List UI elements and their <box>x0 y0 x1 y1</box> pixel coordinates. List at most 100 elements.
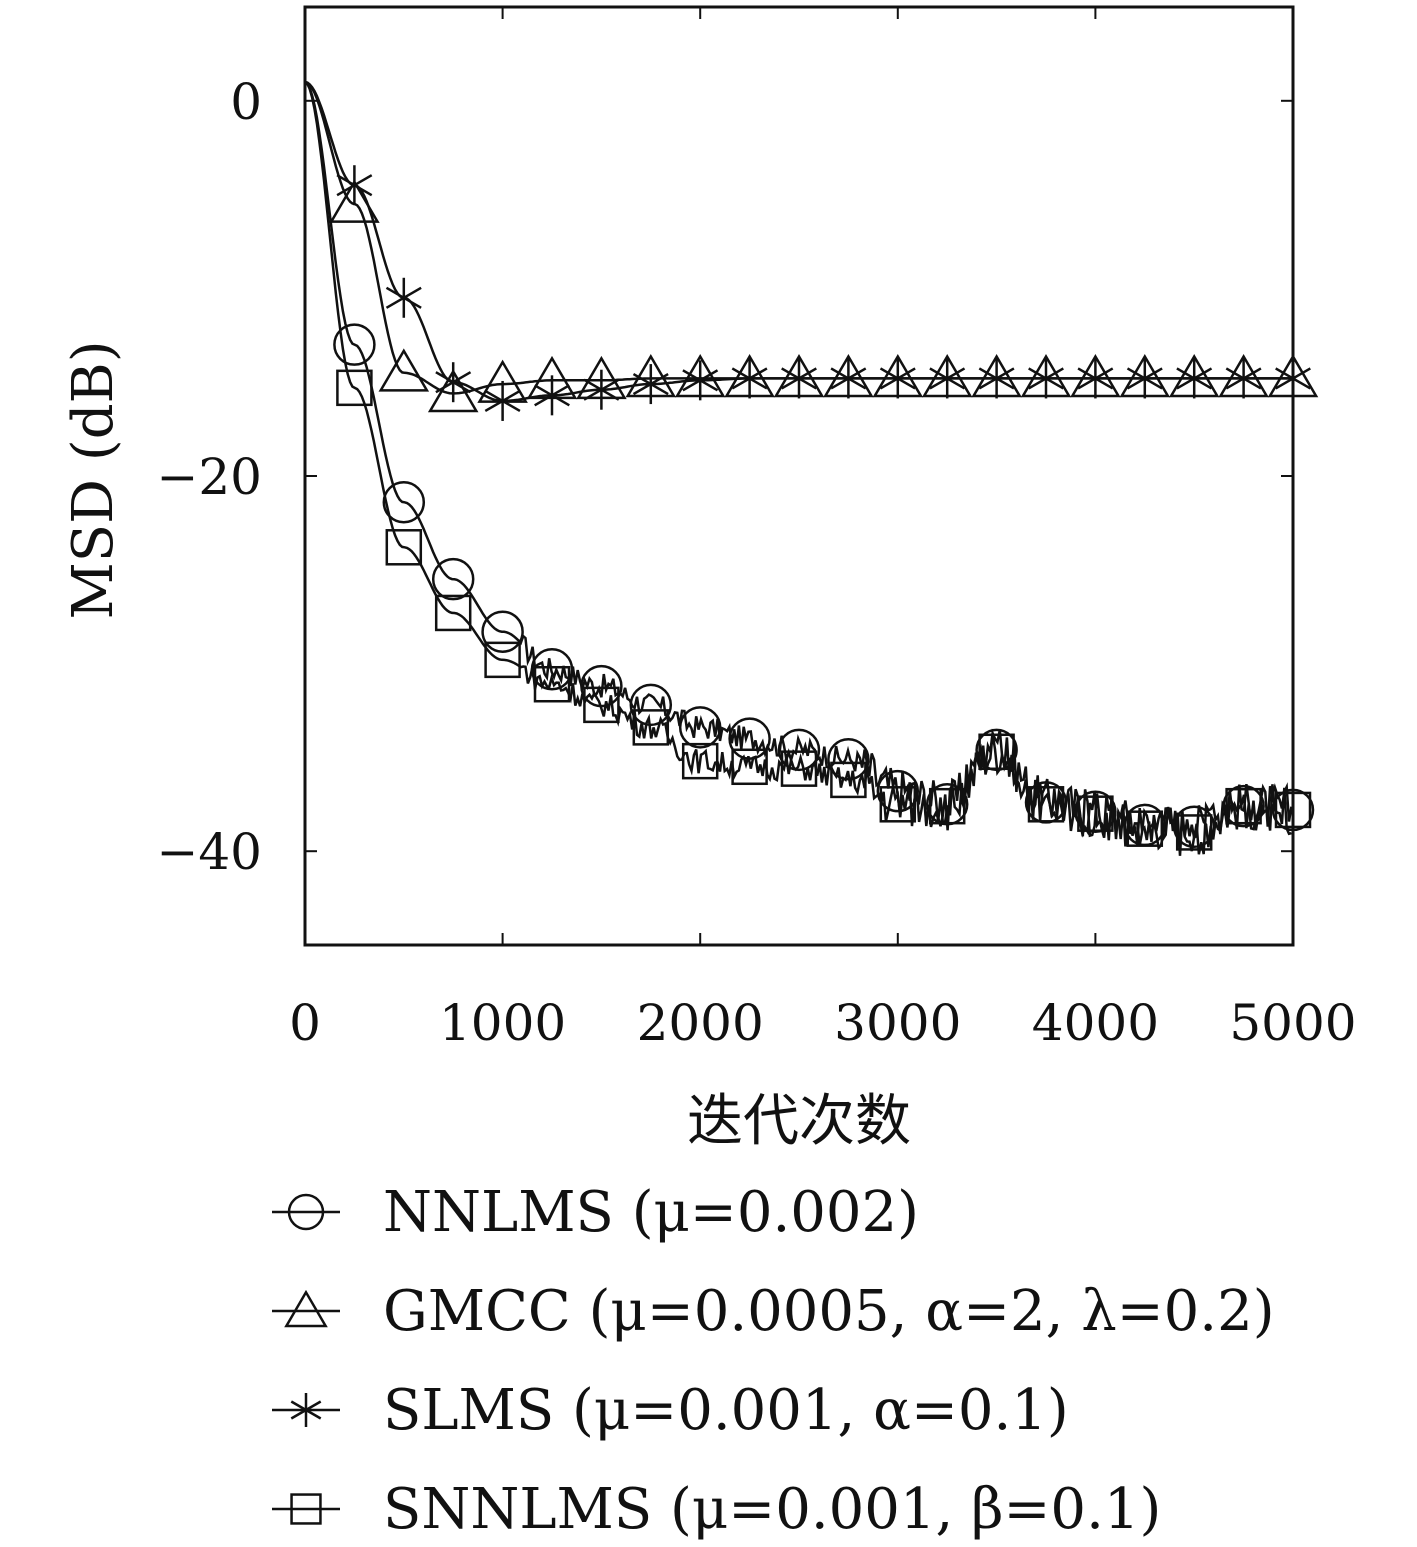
legend-label: SNNLMS (μ=0.001, β=0.1) <box>383 1477 1161 1542</box>
asterisk-stroke <box>385 286 422 309</box>
asterisk-marker <box>781 358 817 399</box>
legend-label: SLMS (μ=0.001, α=0.1) <box>383 1378 1069 1443</box>
asterisk-marker <box>1225 358 1262 399</box>
series-line <box>304 80 1292 395</box>
asterisk-marker <box>830 358 867 399</box>
series-line <box>304 80 1293 852</box>
asterisk-stroke <box>879 367 916 390</box>
asterisk-stroke <box>929 367 966 390</box>
square-marker <box>336 369 373 407</box>
circle-marker <box>333 323 376 366</box>
triangle-marker <box>427 368 479 413</box>
square-marker <box>290 1493 322 1525</box>
square-marker <box>978 733 1015 771</box>
x-axis-title: 迭代次数 <box>687 1089 911 1154</box>
legend-label: GMCC (μ=0.0005, α=2, λ=0.2) <box>383 1279 1275 1344</box>
asterisk-marker <box>534 375 570 416</box>
asterisk-marker <box>682 360 719 401</box>
square-marker <box>533 665 571 703</box>
asterisk-stroke <box>484 389 521 413</box>
asterisk-marker <box>978 358 1015 399</box>
x-tick-label: 5000 <box>1229 994 1356 1052</box>
square-marker <box>1027 786 1065 823</box>
square-marker <box>632 709 670 746</box>
asterisk-marker <box>632 364 669 405</box>
series-1 <box>304 80 1319 413</box>
square-marker <box>434 594 472 632</box>
asterisk-stroke <box>781 367 817 390</box>
asterisk-stroke <box>830 367 867 390</box>
asterisk-stroke <box>290 1400 322 1420</box>
square-marker <box>681 742 719 780</box>
asterisk-marker <box>1126 358 1163 399</box>
asterisk-stroke <box>534 384 570 407</box>
asterisk-stroke <box>1176 367 1213 390</box>
legend: NNLMS (μ=0.002) GMCC (μ=0.0005, α=2, λ=0.… <box>272 1180 1275 1542</box>
circle-marker <box>382 481 426 524</box>
asterisk-stroke <box>682 369 719 392</box>
square-marker <box>1077 795 1114 832</box>
asterisk-marker <box>484 380 521 421</box>
legend-item-0: NNLMS (μ=0.002) <box>272 1180 919 1245</box>
x-tick-label: 0 <box>289 994 321 1052</box>
asterisk-stroke <box>1225 367 1262 390</box>
y-axis-title: MSD (dB) <box>61 340 126 619</box>
series-line <box>304 80 1292 403</box>
asterisk-marker <box>435 362 472 403</box>
axes-group: 0 1000 2000 3000 4000 5000 0 −20 −40 <box>156 5 1357 1052</box>
asterisk-stroke <box>583 378 620 401</box>
square-marker <box>928 787 966 825</box>
y-tick-label: −20 <box>156 448 262 506</box>
circle-marker <box>481 610 524 653</box>
asterisk-marker <box>731 358 768 399</box>
legend-item-3: SNNLMS (μ=0.001, β=0.1) <box>272 1477 1161 1542</box>
asterisk-marker <box>1176 358 1213 399</box>
legend-item-1: GMCC (μ=0.0005, α=2, λ=0.2) <box>272 1279 1275 1344</box>
asterisk-marker <box>929 358 966 399</box>
asterisk-marker <box>1077 358 1114 399</box>
x-tick-label: 4000 <box>1032 994 1159 1052</box>
x-tick-label: 1000 <box>439 994 566 1052</box>
square-marker <box>830 761 867 799</box>
series-group <box>304 80 1319 856</box>
x-tick-label: 2000 <box>637 994 764 1052</box>
asterisk-marker <box>336 165 373 206</box>
square-marker <box>731 748 768 786</box>
triangle-marker <box>378 348 430 392</box>
asterisk-stroke <box>978 367 1015 390</box>
legend-item-2: SLMS (μ=0.001, α=0.1) <box>272 1378 1069 1443</box>
asterisk-stroke <box>1028 367 1064 390</box>
square-marker <box>385 529 423 566</box>
asterisk-stroke <box>1077 367 1114 390</box>
square-marker <box>583 686 620 724</box>
asterisk-stroke <box>336 174 373 197</box>
square-marker <box>484 641 521 679</box>
asterisk-marker <box>879 358 916 399</box>
series-0 <box>304 80 1315 852</box>
series-2 <box>304 80 1311 421</box>
asterisk-marker <box>385 277 422 318</box>
circle-marker <box>777 728 821 772</box>
x-tick-label: 3000 <box>834 994 961 1052</box>
square-marker <box>1225 787 1262 825</box>
square-marker <box>780 750 818 787</box>
asterisk-stroke <box>632 372 669 396</box>
asterisk-stroke <box>1126 367 1163 390</box>
circle-marker <box>431 557 475 601</box>
series-3 <box>304 81 1312 856</box>
asterisk-stroke <box>435 371 472 394</box>
asterisk-marker <box>1028 358 1064 399</box>
y-tick-label: −40 <box>156 823 262 881</box>
asterisk-marker <box>583 369 620 410</box>
circle-marker <box>678 706 722 749</box>
triangle-marker <box>284 1289 328 1328</box>
square-marker <box>879 786 917 823</box>
square-marker <box>1175 814 1213 851</box>
asterisk-marker <box>290 1393 322 1427</box>
asterisk-stroke <box>731 367 768 390</box>
y-tick-label: 0 <box>230 73 262 131</box>
square-marker <box>1126 810 1164 847</box>
circle-marker <box>287 1193 325 1231</box>
legend-label: NNLMS (μ=0.002) <box>383 1180 919 1245</box>
